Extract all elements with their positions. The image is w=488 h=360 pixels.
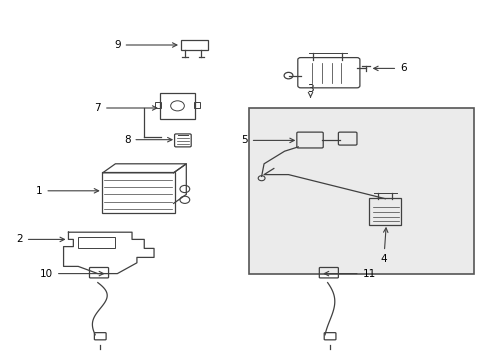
Text: 3: 3 bbox=[306, 84, 313, 94]
Text: 8: 8 bbox=[123, 135, 172, 145]
Text: 7: 7 bbox=[94, 103, 157, 113]
Bar bbox=[78, 237, 115, 248]
Text: 11: 11 bbox=[324, 269, 375, 279]
Bar bbox=[249, 108, 473, 274]
Text: 5: 5 bbox=[241, 135, 294, 145]
Text: 4: 4 bbox=[380, 228, 387, 264]
Text: 10: 10 bbox=[40, 269, 103, 279]
Bar bbox=[193, 102, 199, 108]
Bar bbox=[155, 102, 161, 108]
Bar bbox=[181, 40, 207, 50]
Text: 1: 1 bbox=[36, 186, 99, 196]
Text: 9: 9 bbox=[114, 40, 177, 50]
Text: 6: 6 bbox=[373, 63, 406, 73]
Text: 2: 2 bbox=[16, 234, 64, 244]
